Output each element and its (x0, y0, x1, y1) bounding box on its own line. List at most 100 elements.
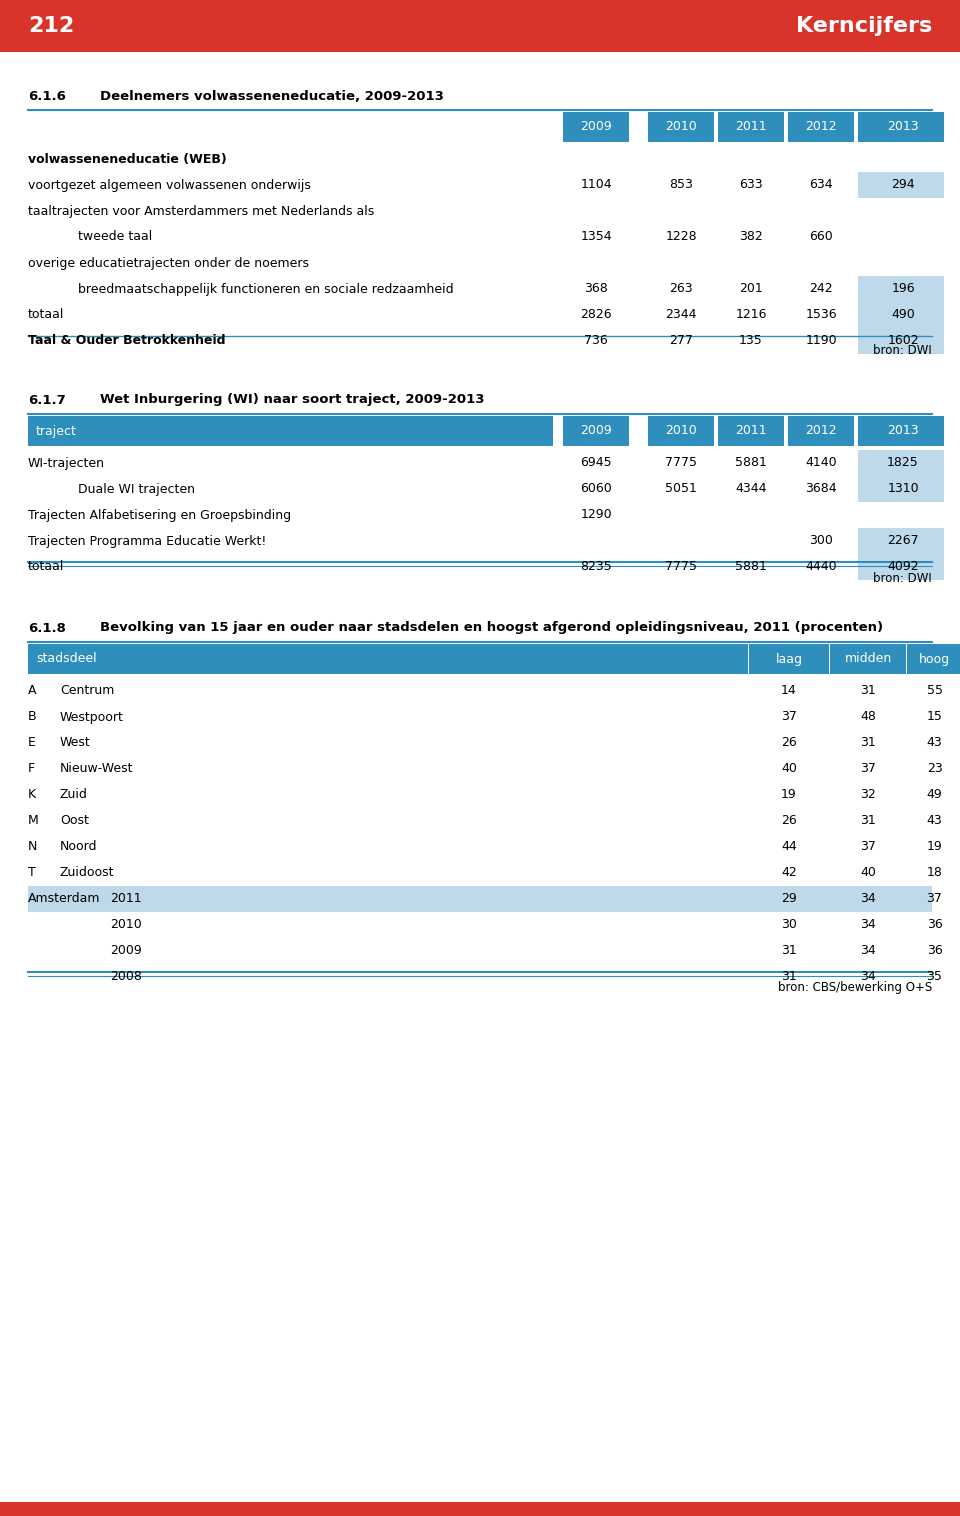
Text: Duale WI trajecten: Duale WI trajecten (78, 482, 195, 496)
Text: 1310: 1310 (887, 482, 919, 496)
Text: 8235: 8235 (580, 561, 612, 573)
Text: 1190: 1190 (805, 335, 837, 347)
Text: stadsdeel: stadsdeel (36, 652, 97, 666)
Text: totaal: totaal (28, 308, 64, 321)
Text: 4344: 4344 (735, 482, 767, 496)
Bar (0, 1502, 960, 1516)
Text: 853: 853 (669, 179, 693, 191)
Text: Deelnemers volwasseneneducatie, 2009-2013: Deelnemers volwasseneneducatie, 2009-201… (100, 89, 444, 103)
Text: 1290: 1290 (580, 508, 612, 522)
Bar (648, 112, 714, 143)
Text: 31: 31 (860, 814, 876, 828)
Bar (858, 528, 944, 553)
Text: Westpoort: Westpoort (60, 711, 124, 723)
Text: 4092: 4092 (887, 561, 919, 573)
Text: 43: 43 (926, 814, 943, 828)
Text: 300: 300 (809, 535, 833, 547)
Text: bron: DWI: bron: DWI (874, 572, 932, 585)
Text: 37: 37 (860, 840, 876, 854)
Text: bron: DWI: bron: DWI (874, 344, 932, 356)
Text: 2010: 2010 (665, 424, 697, 438)
Text: 2826: 2826 (580, 308, 612, 321)
Text: Trajecten Alfabetisering en Groepsbinding: Trajecten Alfabetisering en Groepsbindin… (28, 508, 291, 522)
Text: 368: 368 (584, 282, 608, 296)
Bar (858, 171, 944, 199)
Text: volwasseneneducatie (WEB): volwasseneneducatie (WEB) (28, 153, 227, 165)
Text: 36: 36 (926, 944, 943, 958)
Text: 294: 294 (891, 179, 915, 191)
Bar (830, 644, 906, 675)
Text: 48: 48 (860, 711, 876, 723)
Text: 40: 40 (860, 867, 876, 879)
Text: Amsterdam: Amsterdam (28, 893, 101, 905)
Text: 5881: 5881 (735, 561, 767, 573)
Text: 2009: 2009 (580, 424, 612, 438)
Text: 263: 263 (669, 282, 693, 296)
Text: 40: 40 (781, 763, 797, 776)
Bar (858, 112, 944, 143)
Text: 2012: 2012 (805, 424, 837, 438)
Text: 212: 212 (28, 17, 74, 36)
Text: 201: 201 (739, 282, 763, 296)
Text: 3684: 3684 (805, 482, 837, 496)
Text: 6060: 6060 (580, 482, 612, 496)
Text: 242: 242 (809, 282, 833, 296)
Text: 4140: 4140 (805, 456, 837, 470)
Text: 31: 31 (781, 970, 797, 984)
Text: 34: 34 (860, 944, 876, 958)
Bar (858, 276, 944, 302)
Text: A: A (28, 685, 36, 697)
Text: 7775: 7775 (665, 456, 697, 470)
Text: 2267: 2267 (887, 535, 919, 547)
Text: 30: 30 (781, 919, 797, 931)
Text: 49: 49 (926, 788, 943, 802)
Text: 634: 634 (809, 179, 833, 191)
Text: 26: 26 (781, 737, 797, 749)
Text: 633: 633 (739, 179, 763, 191)
Bar (788, 415, 854, 446)
Text: Nieuw-West: Nieuw-West (60, 763, 133, 776)
Text: 2009: 2009 (110, 944, 142, 958)
Text: Taal & Ouder Betrokkenheid: Taal & Ouder Betrokkenheid (28, 335, 226, 347)
Text: 7775: 7775 (665, 561, 697, 573)
Text: 31: 31 (781, 944, 797, 958)
Text: bron: CBS/bewerking O+S: bron: CBS/bewerking O+S (778, 981, 932, 994)
Text: 43: 43 (926, 737, 943, 749)
Text: 18: 18 (926, 867, 943, 879)
Text: 6.1.8: 6.1.8 (28, 622, 66, 635)
Text: 23: 23 (926, 763, 943, 776)
Text: 1216: 1216 (735, 308, 767, 321)
Text: overige educatietrajecten onder de noemers: overige educatietrajecten onder de noeme… (28, 256, 309, 270)
Text: F: F (28, 763, 36, 776)
Bar (858, 450, 944, 476)
Text: 1825: 1825 (887, 456, 919, 470)
Bar (648, 415, 714, 446)
Text: laag: laag (776, 652, 803, 666)
Text: 6.1.7: 6.1.7 (28, 394, 65, 406)
Text: 34: 34 (860, 970, 876, 984)
Text: breedmaatschappelijk functioneren en sociale redzaamheid: breedmaatschappelijk functioneren en soc… (78, 282, 454, 296)
Text: 4440: 4440 (805, 561, 837, 573)
Text: 34: 34 (860, 893, 876, 905)
Bar (858, 553, 944, 581)
Text: 2010: 2010 (665, 120, 697, 133)
Text: T: T (28, 867, 36, 879)
Bar (28, 644, 748, 675)
Bar (858, 302, 944, 327)
Text: Kerncijfers: Kerncijfers (796, 17, 932, 36)
Text: 1354: 1354 (580, 230, 612, 244)
Text: 277: 277 (669, 335, 693, 347)
Text: 31: 31 (860, 737, 876, 749)
Text: voortgezet algemeen volwassenen onderwijs: voortgezet algemeen volwassenen onderwij… (28, 179, 311, 191)
Bar (28, 885, 932, 913)
Text: 736: 736 (584, 335, 608, 347)
Text: 42: 42 (781, 867, 797, 879)
Text: taaltrajecten voor Amsterdammers met Nederlands als: taaltrajecten voor Amsterdammers met Ned… (28, 205, 374, 217)
Bar (563, 415, 629, 446)
Bar (749, 644, 829, 675)
Text: 2011: 2011 (735, 120, 767, 133)
Text: B: B (28, 711, 36, 723)
Text: K: K (28, 788, 36, 802)
Text: WI-trajecten: WI-trajecten (28, 456, 105, 470)
Text: 5881: 5881 (735, 456, 767, 470)
